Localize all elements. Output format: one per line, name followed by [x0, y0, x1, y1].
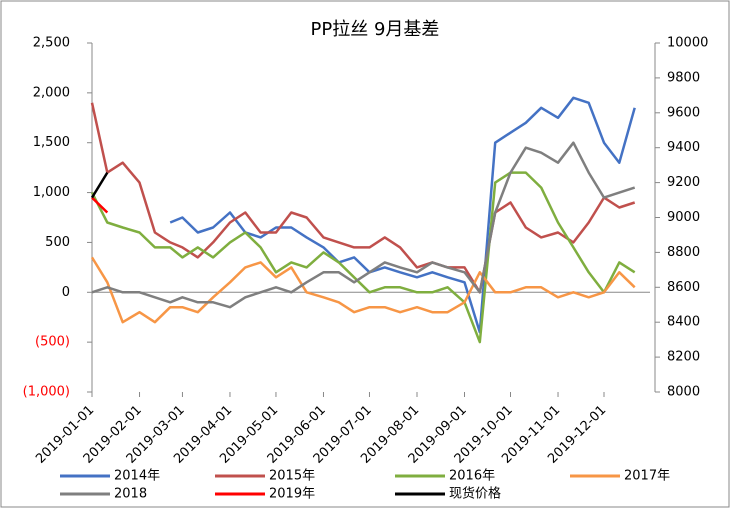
series-line: [90, 171, 109, 199]
y-tick-label: 1,500: [33, 135, 70, 150]
legend-label: 2019年: [269, 487, 315, 502]
y-tick-label: 500: [45, 235, 70, 250]
legend-label: 2014年: [114, 469, 160, 484]
y-tick-label: 1,000: [33, 185, 70, 200]
y2-tick-label: 8400: [667, 315, 700, 330]
y-tick-label: (1,000): [23, 385, 70, 400]
y2-tick-label: 8600: [667, 280, 700, 295]
y-tick-label: 0: [62, 285, 70, 300]
chart-title: PP拉丝 9月基差: [311, 19, 440, 40]
y-tick-label: 2,500: [33, 36, 70, 51]
y2-tick-label: 8200: [667, 350, 700, 365]
series-line: [90, 102, 636, 294]
legend-label: 2017年: [624, 469, 670, 484]
legend-label: 现货价格: [449, 486, 501, 502]
y2-tick-label: 10000: [667, 36, 708, 51]
series-line: [91, 141, 636, 309]
legend-label: 2016年: [449, 469, 495, 484]
y2-tick-label: 9800: [667, 70, 700, 85]
legend-label: 2015年: [269, 469, 315, 484]
y-tick-label: 2,000: [33, 85, 70, 100]
y2-tick-label: 9000: [667, 210, 700, 225]
y2-tick-label: 8800: [667, 245, 700, 260]
series-line: [90, 256, 636, 324]
legend-label: 2018: [114, 487, 147, 502]
y2-tick-label: 9400: [667, 140, 700, 155]
y-tick-label: (500): [35, 335, 70, 350]
series-line: [91, 196, 109, 214]
y2-tick-label: 9600: [667, 105, 700, 120]
series-line: [90, 171, 636, 344]
y2-tick-label: 9200: [667, 175, 700, 190]
y2-tick-label: 8000: [667, 385, 700, 400]
